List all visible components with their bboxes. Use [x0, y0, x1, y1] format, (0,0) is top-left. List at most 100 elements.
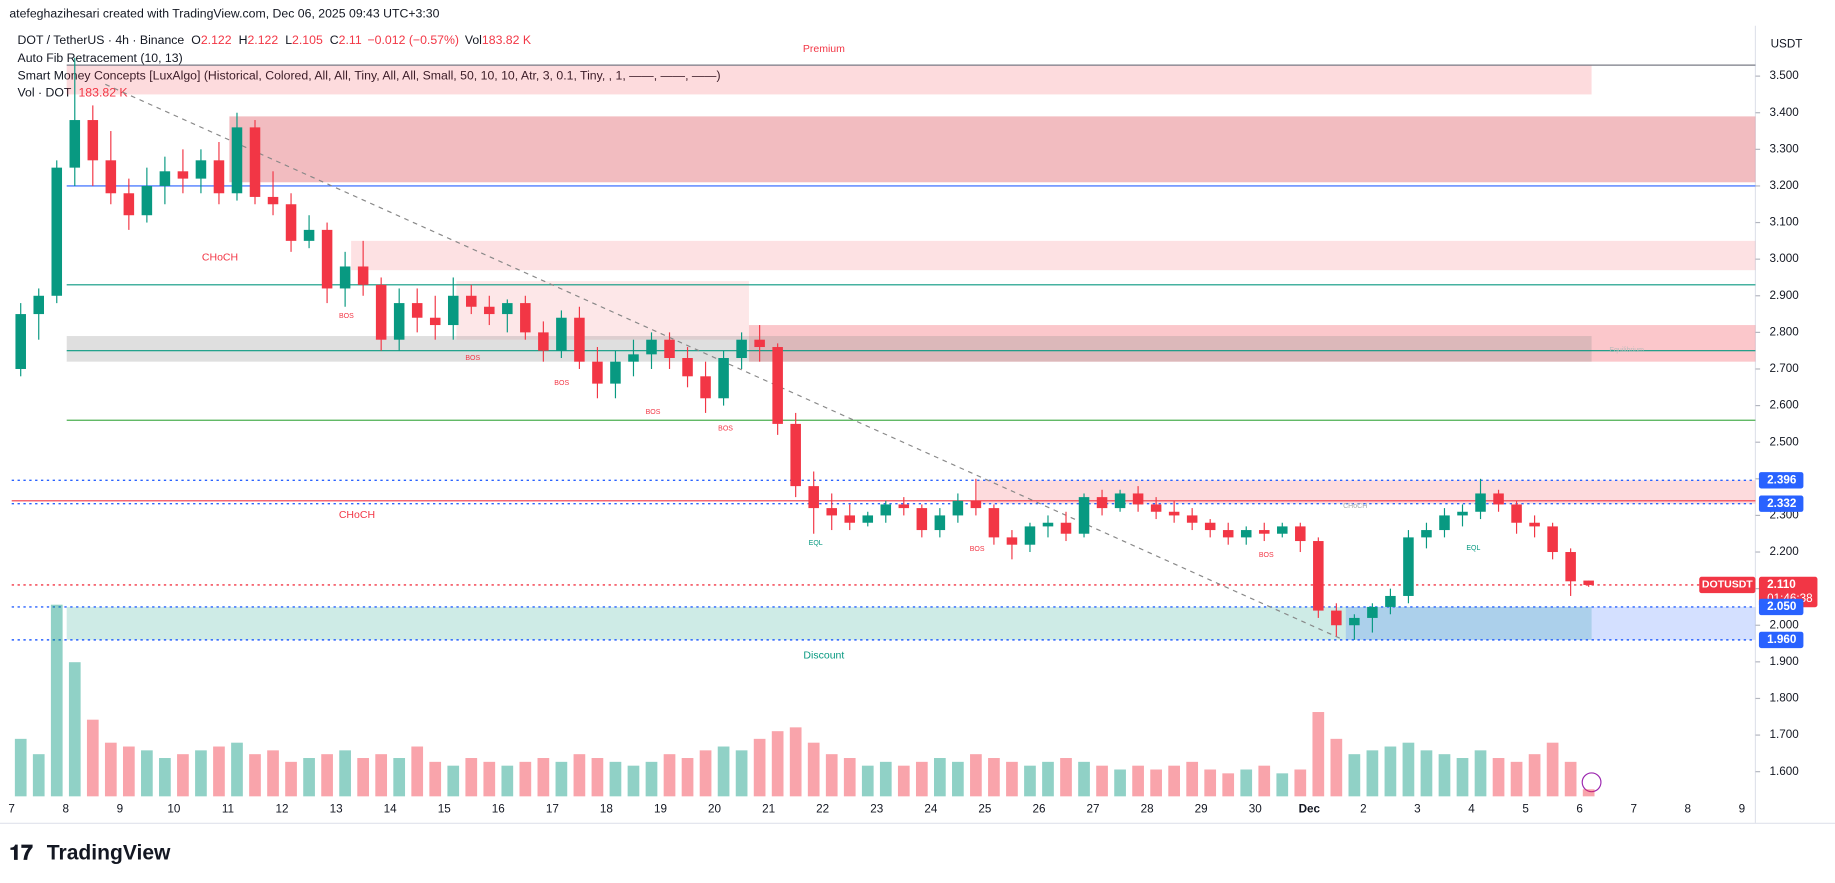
annotation: CHoCH — [339, 509, 375, 521]
ohlc-value: 2.122 — [247, 33, 278, 47]
candle-body — [664, 339, 675, 359]
zone — [456, 281, 749, 340]
volume-bar — [86, 719, 99, 797]
candle-body — [1168, 511, 1180, 516]
annotation: BOS — [1259, 552, 1274, 559]
volume-bar — [591, 758, 604, 797]
y-tick-label: 1.700 — [1769, 728, 1799, 741]
x-tick-label: 13 — [330, 802, 343, 815]
volume-bar — [447, 765, 460, 797]
x-tick-label: 27 — [1087, 802, 1100, 815]
volume-bar — [249, 754, 261, 797]
candle-body — [1222, 530, 1234, 538]
volume-bar — [807, 742, 820, 797]
candle-body — [1024, 526, 1036, 545]
candle-body — [934, 515, 946, 531]
x-tick-label: 30 — [1249, 802, 1262, 815]
x-tick-label: 16 — [492, 802, 505, 815]
volume-bar — [861, 765, 874, 797]
candle-body — [1186, 515, 1198, 523]
candle-body — [375, 284, 387, 340]
volume-bar — [231, 742, 243, 797]
candle-body — [1583, 580, 1594, 585]
indicator: Auto Fib Retracement (10, 13) — [18, 51, 183, 65]
price-label: 2.332 — [1767, 497, 1797, 510]
candle-body — [1132, 493, 1144, 505]
vol-value: 183.82 K — [482, 33, 532, 47]
candle-body — [610, 361, 621, 384]
candle-body — [33, 295, 45, 315]
candle-body — [844, 515, 856, 523]
annotation: EQL — [1466, 545, 1480, 552]
volume-bar — [1042, 761, 1054, 797]
volume-bar — [1366, 750, 1379, 797]
volume-bar — [789, 727, 802, 797]
alert-icon[interactable] — [1581, 772, 1602, 793]
zone — [66, 65, 1592, 95]
volume-bar — [1564, 761, 1577, 797]
y-tick-label: 3.500 — [1769, 69, 1799, 82]
volume-bar — [32, 754, 45, 797]
volume-bar — [1348, 754, 1361, 797]
price-label-bg — [1758, 631, 1804, 649]
volume-bar — [970, 754, 982, 797]
annotation: CHoCH — [1343, 503, 1367, 510]
volume-bar — [393, 758, 406, 797]
x-tick-label: 7 — [8, 802, 15, 815]
volume-bar — [1492, 758, 1505, 797]
candle-body — [285, 204, 297, 241]
zone — [229, 116, 1756, 183]
y-tick-label: 3.200 — [1769, 179, 1799, 192]
volume-bar — [1060, 758, 1072, 797]
volume-bar — [213, 746, 225, 797]
y-tick-label: 3.400 — [1769, 106, 1799, 119]
candle-body — [520, 303, 531, 333]
volume-bar — [1276, 773, 1289, 797]
candle-body — [502, 303, 513, 315]
x-tick-label: 15 — [438, 802, 451, 815]
candle-body — [1078, 497, 1090, 534]
volume-bar — [483, 761, 496, 797]
volume-bar — [699, 750, 712, 797]
candle-body — [772, 347, 783, 424]
candle-body — [1475, 493, 1486, 512]
volume-bar — [1456, 758, 1469, 797]
x-tick-label: 8 — [1685, 802, 1692, 815]
x-tick-label: 14 — [384, 802, 397, 815]
candle-body — [988, 508, 1000, 538]
x-tick-label: 26 — [1032, 802, 1045, 815]
volume-bar — [645, 761, 658, 797]
candle-body — [195, 160, 207, 179]
volume-bar — [429, 761, 442, 797]
volume-bar — [1024, 765, 1036, 797]
annotation: BOS — [718, 425, 733, 432]
volume-bar — [375, 754, 388, 797]
candle-body — [1313, 541, 1324, 611]
x-tick-label: 12 — [276, 802, 289, 815]
volume-bar — [1168, 765, 1180, 797]
candle-body — [177, 171, 189, 179]
y-tick-label: 1.800 — [1769, 692, 1799, 705]
candle-body — [1331, 610, 1342, 626]
candle-body — [123, 193, 135, 216]
volume-bar — [825, 754, 838, 797]
volume-bar — [1294, 769, 1307, 797]
volume-bar — [303, 758, 315, 797]
x-tick-label: Dec — [1299, 802, 1321, 815]
volume-bar — [159, 758, 171, 797]
x-tick-label: 9 — [1739, 802, 1746, 815]
brand-logo: 𝟏𝟕 — [9, 841, 33, 864]
volume-bar — [465, 758, 478, 797]
candle-body — [1258, 530, 1270, 534]
candle-body — [1240, 530, 1252, 538]
candle-body — [1114, 493, 1126, 509]
price-label-bg — [1758, 598, 1804, 616]
x-tick-label: 6 — [1576, 802, 1583, 815]
volume-bar — [1222, 773, 1235, 797]
zone — [748, 325, 1756, 362]
candle-body — [411, 303, 423, 318]
price-label: 2.396 — [1767, 473, 1797, 486]
zone — [351, 240, 1756, 271]
